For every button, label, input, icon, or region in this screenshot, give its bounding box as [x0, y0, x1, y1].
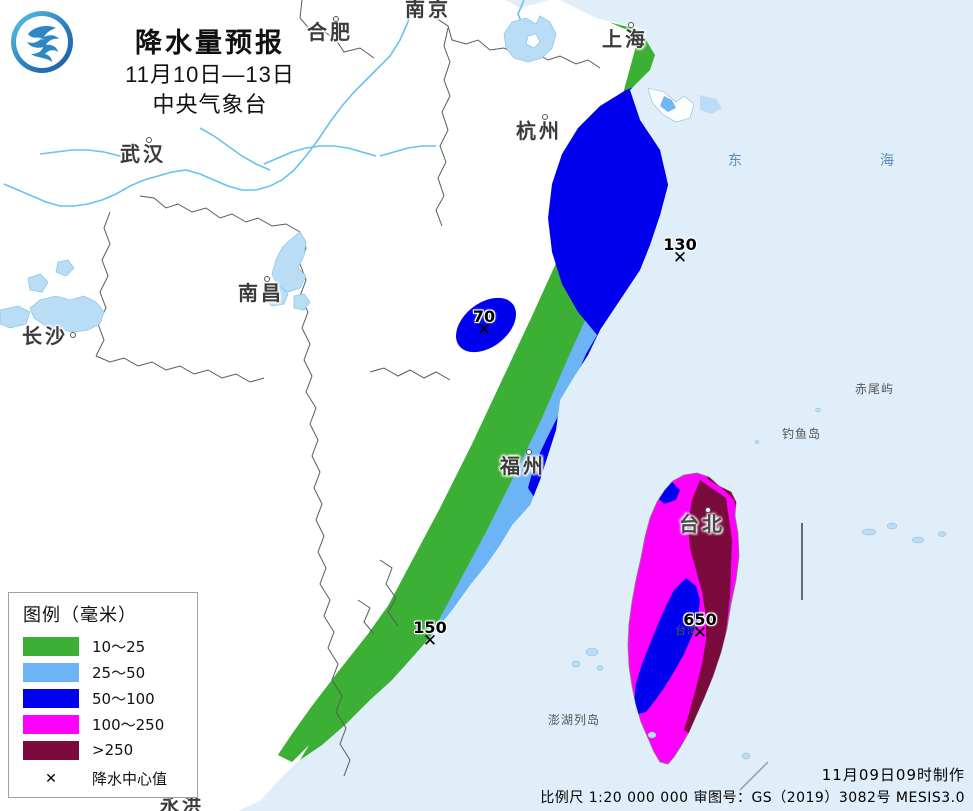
city-dot-nanchang — [264, 276, 270, 282]
legend-label: 100～250 — [92, 715, 165, 734]
legend-swatch-green — [23, 636, 79, 656]
legend-title: 图例（毫米） — [23, 605, 137, 625]
legend-label: 降水中心值 — [92, 769, 168, 788]
legend-x-icon: ✕ — [45, 769, 57, 786]
legend-item-precip-center: ✕ 降水中心值 — [9, 763, 197, 793]
production-time: 11月09日09时制作 — [821, 766, 965, 784]
legend-item-50-100: 50～100 — [9, 685, 197, 711]
legend-item-100-250: 100～250 — [9, 711, 197, 737]
island-label-diaoyu: 钓鱼岛 — [782, 427, 822, 441]
city-dot-hefei — [333, 16, 339, 22]
city-label-taipei: 台北 — [679, 514, 725, 536]
sea-label-east-1: 东 — [728, 152, 743, 168]
legend-swatch-magenta — [23, 714, 79, 734]
legend-label: 25～50 — [92, 663, 146, 682]
issuing-agency: 中央气象台 — [152, 92, 268, 117]
coastal-detail — [647, 87, 722, 123]
legend-panel: 图例（毫米） 10～25 25～50 50～100 100～250 >250 ✕… — [8, 592, 198, 798]
sea-label-east-2: 海 — [880, 152, 895, 168]
legend-item-10-25: 10～25 — [9, 633, 197, 659]
legend-label: 10～25 — [92, 637, 146, 656]
legend-label: 50～100 — [92, 689, 155, 708]
offshore-islets — [571, 407, 947, 760]
legend-swatch-lightblue — [23, 662, 79, 682]
maritime-boundary-line-2 — [739, 761, 769, 791]
title-block: 降水量预报 11月10日—13日 中央气象台 — [90, 26, 330, 120]
region-label-taiwan: 台湾 — [675, 625, 699, 637]
legend-swatch-blue — [23, 688, 79, 708]
legend-item-gt250: >250 — [9, 737, 197, 763]
page-title: 降水量预报 — [135, 28, 285, 58]
city-dot-hangzhou — [542, 114, 548, 120]
scale-approval-text: 比例尺 1:20 000 000 审图号：GS（2019）3082号 MESIS… — [540, 790, 965, 806]
island-label-chiwei: 赤尾屿 — [855, 382, 895, 396]
city-dot-wuhan — [146, 137, 152, 143]
city-dot-taipei — [705, 507, 711, 513]
city-dot-fuzhou — [526, 449, 532, 455]
legend-swatch-maroon — [23, 740, 79, 760]
island-label-penghu: 澎湖列岛 — [548, 713, 601, 727]
lakes — [0, 15, 557, 333]
cma-dragon-logo — [11, 11, 73, 73]
legend-item-25-50: 25～50 — [9, 659, 197, 685]
city-dot-changsha — [70, 332, 76, 338]
forecast-date-range: 11月10日—13日 — [125, 62, 295, 87]
legend-label: >250 — [92, 741, 134, 759]
city-dot-shanghai — [628, 22, 634, 28]
